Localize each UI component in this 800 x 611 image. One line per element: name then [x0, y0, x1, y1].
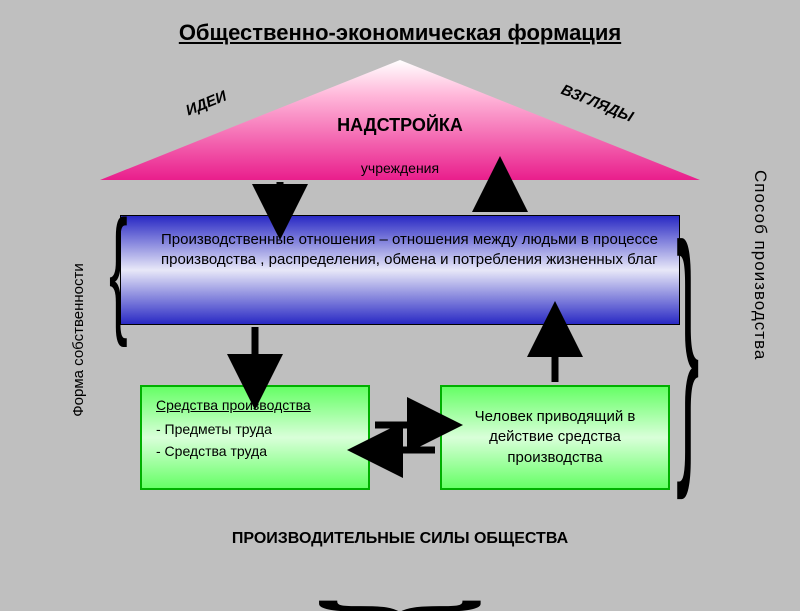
left-brace-icon: {	[109, 215, 128, 325]
means-of-production-box: Средства производства - Предметы труда -…	[140, 385, 370, 490]
means-heading: Средства производства	[156, 397, 354, 413]
page-title: Общественно-экономическая формация	[179, 20, 621, 46]
human-text: Человек приводящий в действие средства п…	[452, 407, 658, 468]
triangle-right-label: ВЗГЛЯДЫ	[558, 81, 635, 125]
means-item-1: - Предметы труда	[156, 421, 354, 437]
relations-box: Производственные отношения – отношения м…	[120, 215, 680, 325]
ownership-form-label: Форма собственности	[70, 263, 87, 417]
right-brace-icon: }	[677, 245, 700, 445]
relations-text: Производственные отношения – отношения м…	[161, 231, 658, 268]
institutions-label: учреждения	[361, 160, 439, 176]
human-box: Человек приводящий в действие средства п…	[440, 385, 670, 490]
bottom-brace-icon: ⏟	[316, 540, 484, 605]
means-item-2: - Средства труда	[156, 443, 354, 459]
mode-of-production-label: Способ производства	[750, 170, 770, 360]
superstructure-label: НАДСТРОЙКА	[337, 115, 463, 136]
triangle-left-label: ИДЕИ	[183, 88, 229, 120]
